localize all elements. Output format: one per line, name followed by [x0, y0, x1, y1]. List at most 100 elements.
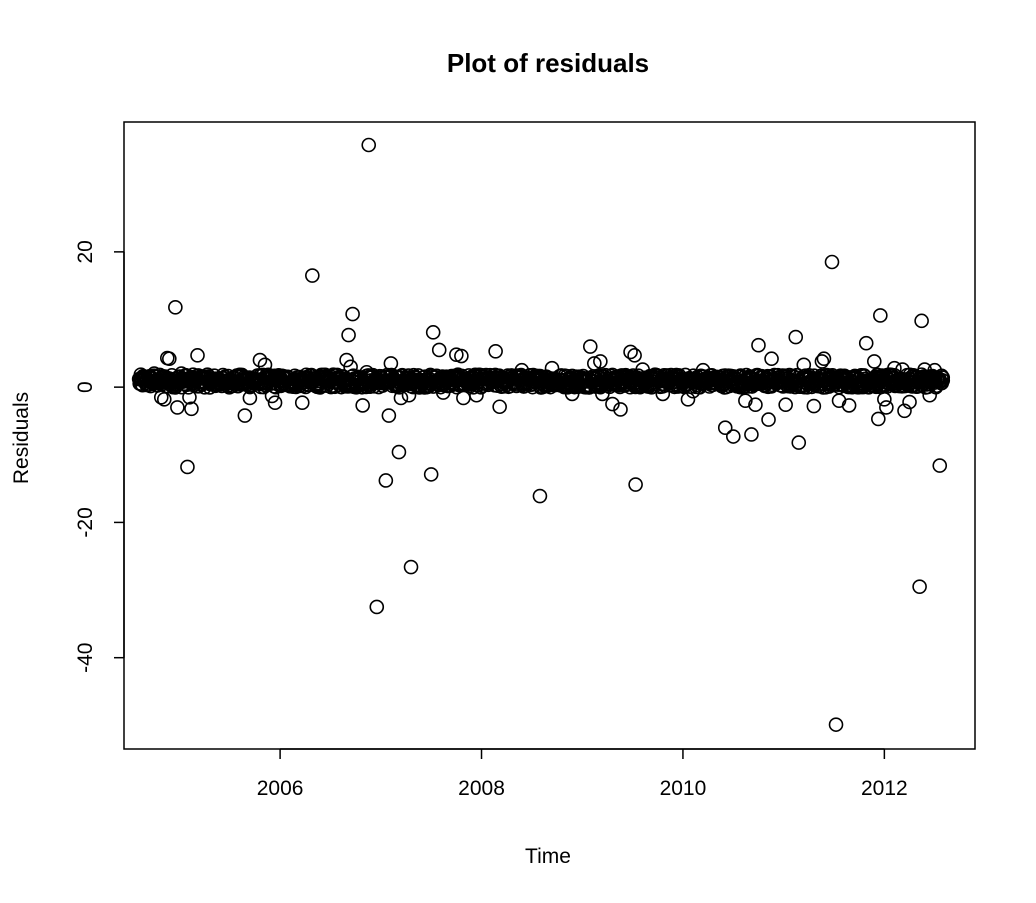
data-point	[252, 352, 268, 368]
data-point	[369, 599, 385, 615]
data-point	[914, 313, 929, 329]
data-point	[488, 343, 503, 359]
data-point	[413, 373, 429, 388]
data-point	[202, 374, 217, 390]
data-point	[363, 373, 379, 388]
y-tick-label: -20	[74, 507, 97, 537]
data-point	[761, 412, 776, 427]
data-point	[917, 362, 932, 377]
data-point	[514, 362, 530, 378]
data-point	[174, 366, 189, 381]
y-tick-label: 20	[74, 240, 97, 263]
x-tick-label: 2012	[861, 777, 908, 800]
data-point	[887, 360, 902, 376]
data-point	[824, 254, 840, 270]
data-point	[895, 362, 910, 377]
data-point	[623, 344, 638, 360]
data-point	[922, 387, 937, 403]
data-point	[655, 386, 671, 402]
data-point	[170, 400, 185, 415]
data-point	[605, 396, 620, 412]
data-point	[381, 408, 397, 423]
data-point	[897, 403, 912, 419]
data-point	[425, 325, 441, 340]
data-point	[378, 473, 394, 488]
data-point	[401, 387, 417, 403]
data-point	[858, 335, 874, 351]
data-point	[816, 351, 832, 367]
data-point	[184, 401, 199, 417]
data-point	[806, 398, 822, 414]
data-point	[544, 360, 560, 376]
data-point	[264, 388, 280, 404]
data-point	[361, 137, 377, 153]
x-axis: 2006 2008 2010 2012	[257, 748, 908, 800]
data-point	[764, 351, 779, 367]
data-point	[532, 488, 548, 504]
x-tick-label: 2010	[660, 777, 707, 800]
data-point	[873, 308, 888, 323]
y-axis-label: Residuals	[10, 392, 33, 484]
data-point	[748, 397, 763, 413]
data-point	[778, 397, 793, 413]
data-point	[242, 390, 258, 406]
data-point	[814, 354, 830, 369]
data-point	[871, 411, 886, 427]
data-point	[593, 354, 608, 369]
data-point	[902, 394, 917, 410]
data-point	[909, 369, 924, 385]
chart-title: Plot of residuals	[447, 48, 649, 78]
data-point	[294, 395, 310, 410]
data-point	[391, 444, 407, 460]
data-point	[582, 339, 598, 354]
data-point	[190, 348, 205, 363]
data-point	[257, 357, 273, 373]
data-point	[343, 359, 358, 375]
data-point	[423, 467, 439, 482]
data-point	[879, 400, 894, 415]
data-point	[153, 389, 169, 405]
data-point	[628, 477, 643, 492]
data-point	[841, 398, 857, 413]
data-point	[710, 373, 726, 388]
data-point	[635, 362, 650, 377]
data-point	[492, 399, 507, 415]
data-points	[131, 137, 951, 732]
data-point	[292, 374, 308, 390]
data-point	[143, 374, 159, 390]
data-point	[383, 356, 399, 371]
data-point	[877, 392, 892, 407]
plot-frame	[123, 121, 976, 750]
data-point	[866, 354, 882, 369]
y-tick-label: 0	[74, 381, 97, 393]
data-point	[788, 329, 804, 345]
data-point	[267, 395, 283, 410]
data-point	[828, 717, 844, 732]
data-point	[333, 371, 348, 387]
data-point	[234, 369, 250, 384]
data-point	[345, 306, 360, 322]
data-point	[359, 364, 375, 380]
data-point	[456, 390, 471, 406]
data-point	[932, 458, 948, 473]
data-point	[341, 327, 356, 343]
data-point	[927, 362, 943, 378]
data-point	[162, 351, 177, 367]
data-point	[355, 398, 370, 413]
data-point	[454, 348, 469, 364]
data-point	[474, 376, 489, 392]
data-point	[168, 300, 183, 315]
data-point	[776, 369, 791, 385]
data-point	[620, 369, 635, 385]
data-point	[613, 402, 628, 417]
x-tick-label: 2008	[458, 777, 505, 800]
data-point	[431, 342, 447, 358]
data-point	[680, 392, 696, 407]
data-point	[308, 378, 323, 394]
data-point	[751, 337, 766, 353]
data-point	[435, 385, 451, 400]
data-point	[627, 348, 642, 363]
data-point	[717, 420, 733, 436]
data-point	[587, 356, 602, 371]
